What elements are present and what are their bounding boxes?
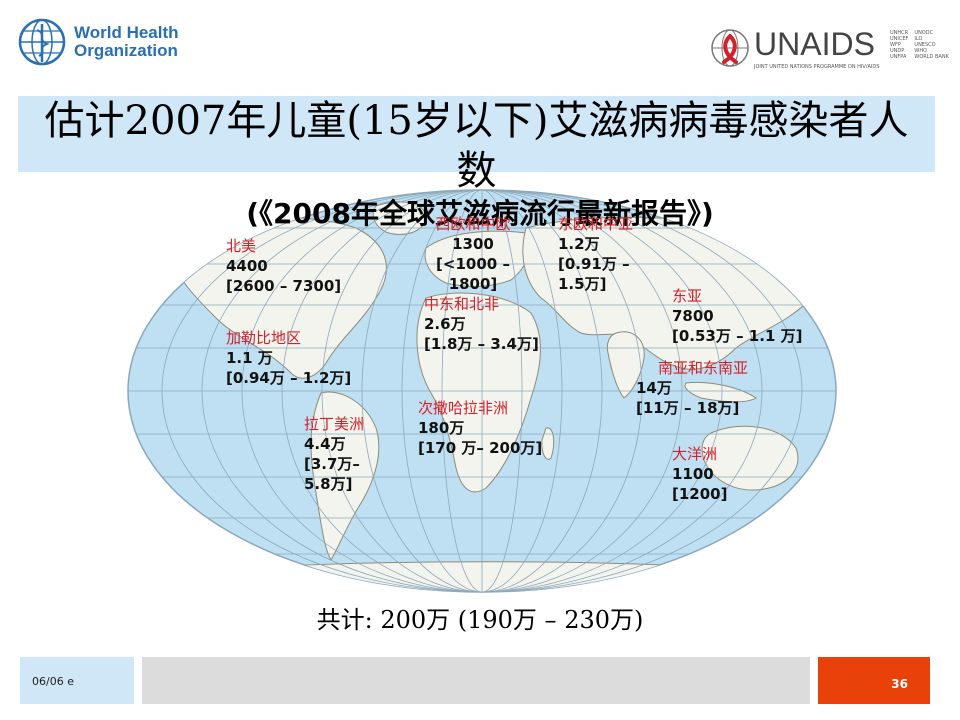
region-range: [3.7万– [304,455,360,473]
region-range: [0.53万 – 1.1 万] [672,327,803,345]
world-map [127,189,837,593]
region-name: 西欧和中欧 [435,215,511,233]
region-latin-america: 拉丁美洲 4.4万 [3.7万– 5.8万] [304,414,364,494]
region-value: 1.2万 [558,235,600,253]
who-emblem-icon [18,18,66,66]
region-name: 大洋洲 [672,445,718,463]
region-east-asia: 东亚 7800 [0.53万 – 1.1 万] [672,286,802,346]
footer-page-box: 36 [818,657,930,704]
footer-bar [142,657,810,704]
unaids-logo: UNAIDS JOINT UNITED NATIONS PROGRAMME ON… [710,26,950,76]
region-range: [0.94万 – 1.2万] [226,369,352,387]
page-number: 36 [891,677,908,691]
footer-date: 06/06 e [32,675,74,688]
region-value: 2.6万 [424,315,466,333]
region-name: 东欧和中亚 [558,215,634,233]
who-logo-text: World Health Organization [74,23,179,60]
title-band [18,96,935,172]
unaids-emblem-icon [711,29,749,67]
region-range: 1.5万] [558,275,607,293]
region-range: [2600 – 7300] [226,277,342,295]
region-value: 1300 [452,235,494,253]
region-name: 中东和北非 [424,295,500,313]
region-south-southeast-asia: 南亚和东南亚 14万 [11万 – 18万] [636,358,748,418]
region-range: 5.8万] [304,475,353,493]
footer-date-box: 06/06 e [20,657,134,704]
region-range: [0.91万 – [558,255,630,273]
region-eastern-europe-central-asia: 东欧和中亚 1.2万 [0.91万 – 1.5万] [558,214,633,294]
region-name: 北美 [226,237,257,255]
region-value: 1100 [672,465,714,483]
region-oceania: 大洋洲 1100 [1200] [672,444,727,504]
region-range: 1800] [448,275,498,293]
unaids-logo-text: UNAIDS [754,26,875,62]
region-middle-east-north-africa: 中东和北非 2.6万 [1.8万 – 3.4万] [424,294,539,354]
region-western-central-europe: 西欧和中欧 1300 [<1000 – 1800] [418,214,528,294]
unaids-partners-list: UNHCR UNICEF WFP UNDP UNFPA UNODC ILO UN… [890,30,949,60]
region-value: 180万 [418,419,465,437]
who-logo: World Health Organization [16,12,186,72]
region-name: 南亚和东南亚 [658,359,749,377]
region-range: [<1000 – [436,255,510,273]
region-name: 东亚 [672,287,703,305]
region-name: 次撒哈拉非洲 [418,399,509,417]
region-value: 1.1 万 [226,349,273,367]
region-sub-saharan-africa: 次撒哈拉非洲 180万 [170 万– 200万] [418,398,542,458]
region-range: [1.8万 – 3.4万] [424,335,539,353]
region-north-america: 北美 4400 [2600 – 7300] [226,236,341,296]
region-range: [1200] [672,485,728,503]
slide-subtitle: (《2008年全球艾滋病流行最新报告》) [246,197,714,230]
region-value: 4400 [226,257,268,275]
region-caribbean: 加勒比地区 1.1 万 [0.94万 – 1.2万] [226,328,351,388]
region-value: 14万 [636,379,672,397]
region-name: 加勒比地区 [226,329,302,347]
region-range: [11万 – 18万] [636,399,740,417]
region-value: 4.4万 [304,435,346,453]
region-name: 拉丁美洲 [304,415,365,433]
region-value: 7800 [672,307,714,325]
slide-title: 估计2007年儿童(15岁以下)艾滋病病毒感染者人 数 [44,98,909,194]
map-graticule [128,190,836,592]
region-range: [170 万– 200万] [418,439,543,457]
total-summary: 共计: 200万 (190万 – 230万) [316,606,644,634]
unaids-tagline: JOINT UNITED NATIONS PROGRAMME ON HIV/AI… [754,64,880,70]
